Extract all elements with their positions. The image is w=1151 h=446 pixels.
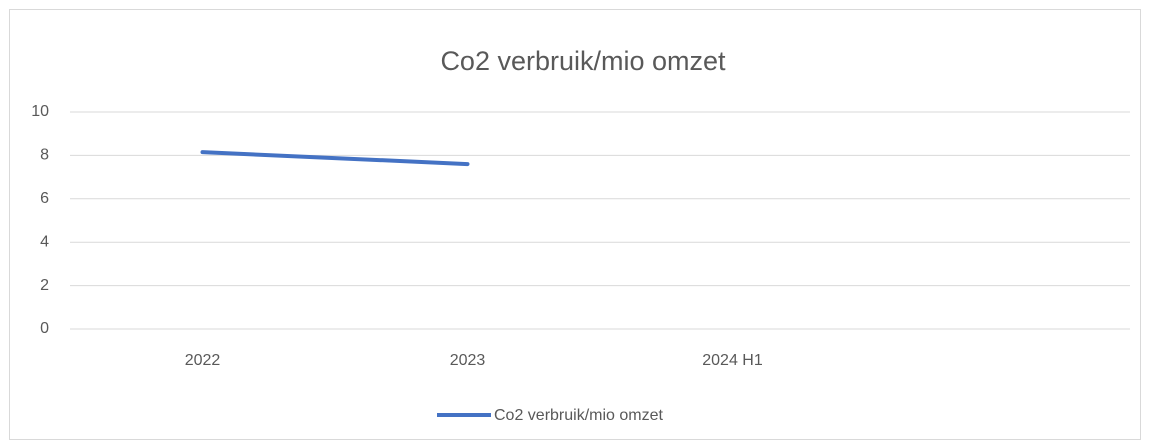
y-tick-label: 0 (40, 320, 49, 337)
y-tick-label: 8 (40, 147, 49, 164)
y-tick-label: 2 (40, 277, 49, 294)
y-tick-label: 4 (40, 233, 49, 250)
x-tick-label: 2023 (450, 352, 486, 369)
x-tick-label: 2024 H1 (702, 352, 763, 369)
chart-title: Co2 verbruik/mio omzet (440, 46, 726, 76)
legend-label: Co2 verbruik/mio omzet (494, 407, 664, 424)
series-line (200, 150, 470, 167)
y-tick-label: 6 (40, 190, 49, 207)
chart-border (9, 9, 1141, 440)
x-tick-label: 2022 (185, 352, 221, 369)
y-tick-label: 10 (31, 103, 49, 120)
